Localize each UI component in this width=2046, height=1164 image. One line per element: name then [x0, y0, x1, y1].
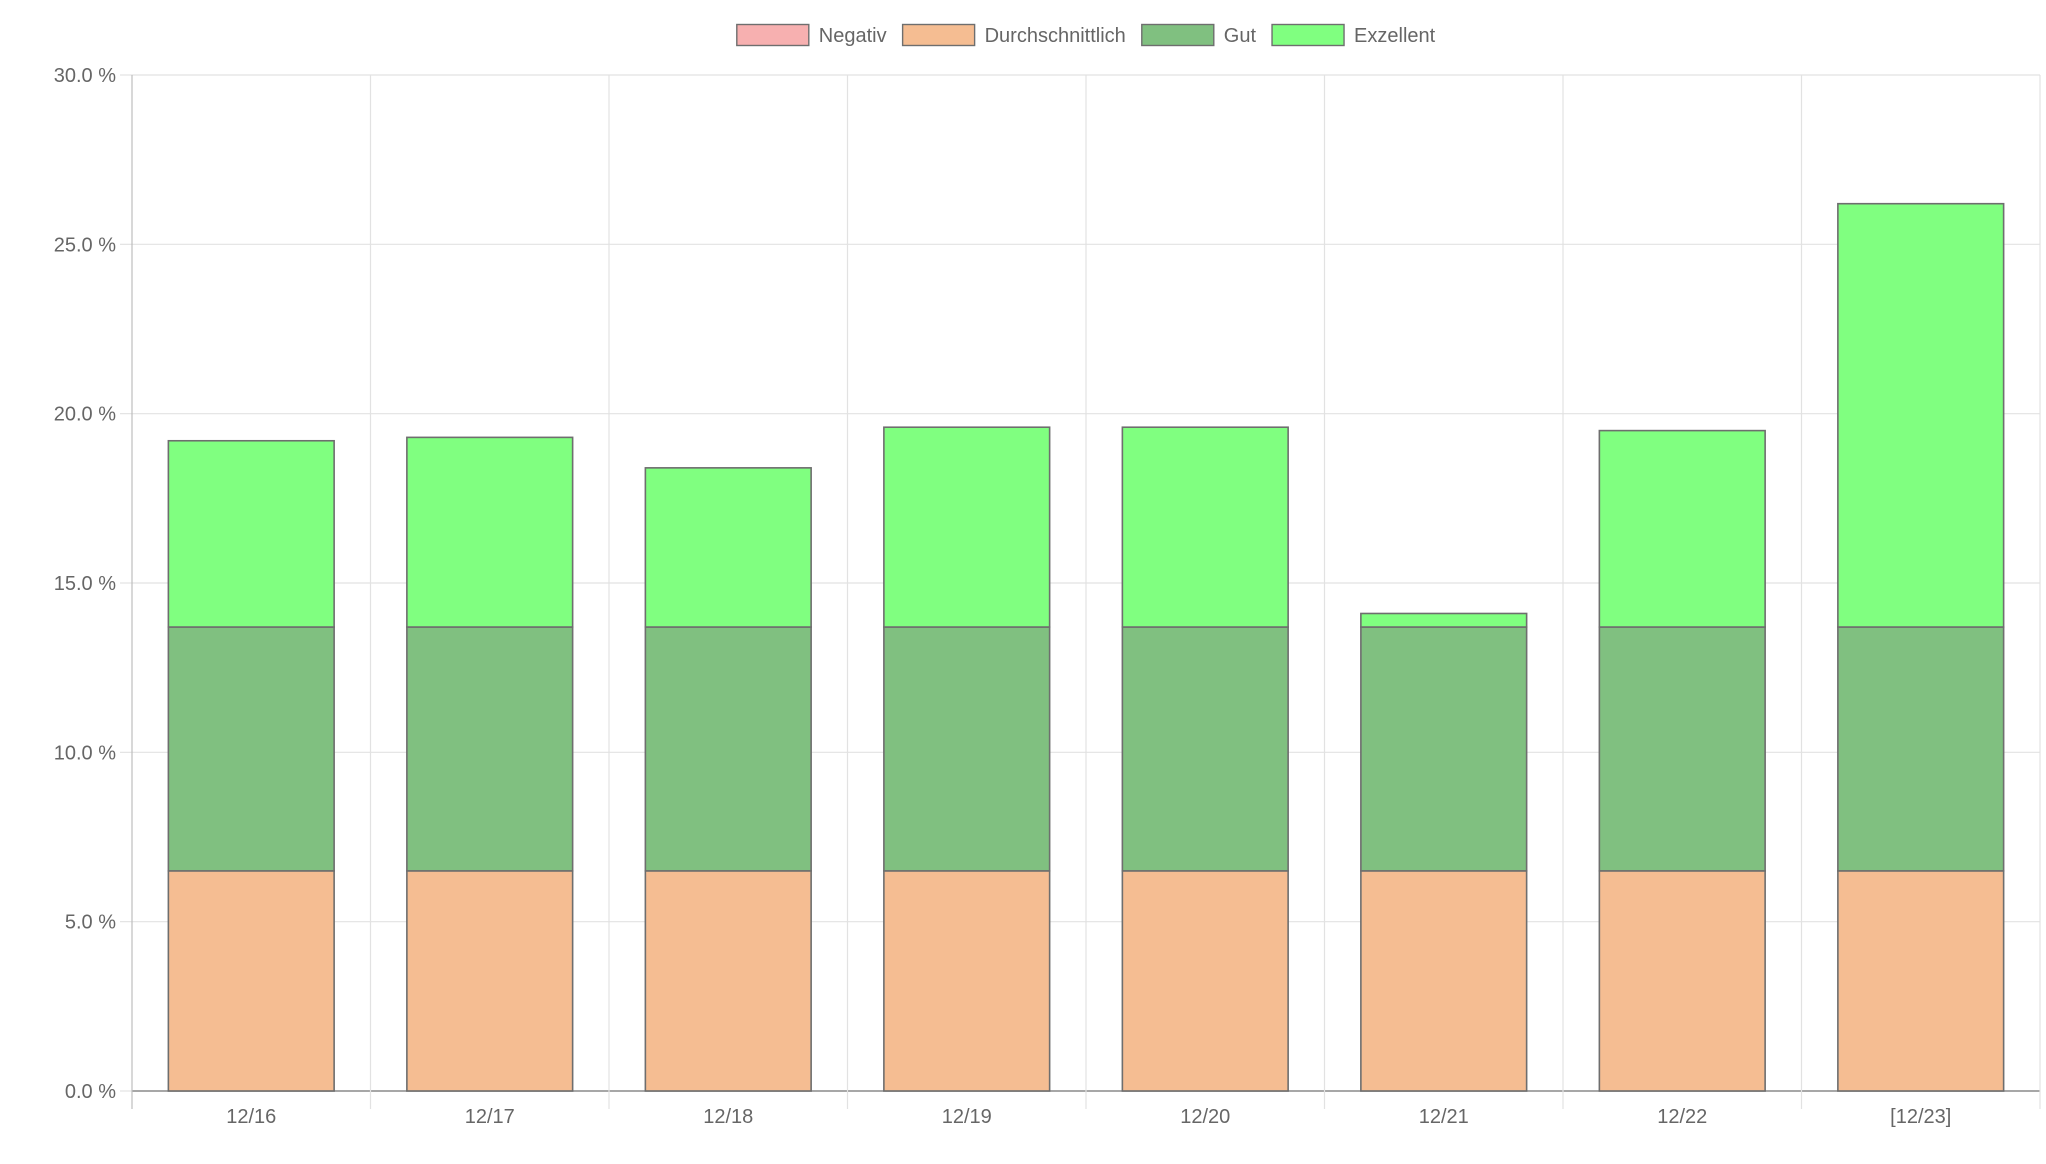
axes: 0.0 % 5.0 % 10.0 % 15.0 % 20.0 % 25.0 % 30.0 %…	[54, 65, 1952, 1128]
y-tick-label: 0.0 %	[65, 1081, 116, 1103]
bar-segment-exzellent[interactable]	[1360, 612, 1528, 628]
legend-swatch-durchschnittlich[interactable]	[901, 23, 976, 47]
bar-segment-exzellent[interactable]	[1598, 429, 1766, 628]
y-tick-label: 15.0 %	[54, 573, 116, 595]
x-tick-label: 12/16	[226, 1106, 276, 1128]
y-tick-label: 5.0 %	[65, 912, 116, 934]
bar-segment-gut[interactable]	[406, 626, 574, 872]
x-tick-label: 12/20	[1180, 1106, 1230, 1128]
bar-segment-exzellent[interactable]	[406, 436, 574, 628]
bar-segment-gut[interactable]	[1598, 626, 1766, 872]
legend-label: Negativ	[819, 25, 887, 47]
bar-segment-durchschnittlich[interactable]	[883, 870, 1051, 1092]
x-tick-label: 12/17	[465, 1106, 515, 1128]
x-tick-label: 12/19	[942, 1106, 992, 1128]
legend-label: Exzellent	[1354, 25, 1436, 47]
bar-segment-durchschnittlich[interactable]	[1360, 870, 1528, 1092]
bar-segment-durchschnittlich[interactable]	[1837, 870, 2005, 1092]
bar-segment-gut[interactable]	[883, 626, 1051, 872]
bar-segment-durchschnittlich[interactable]	[644, 870, 812, 1092]
bar-segment-gut[interactable]	[1837, 626, 2005, 872]
bar-segment-gut[interactable]	[1121, 626, 1289, 872]
legend-swatch-exzellent[interactable]	[1271, 23, 1345, 47]
y-tick-label: 30.0 %	[54, 65, 116, 87]
y-tick-label: 20.0 %	[54, 404, 116, 426]
y-tick-label: 10.0 %	[54, 742, 116, 764]
legend-label: Durchschnittlich	[985, 25, 1126, 47]
bar-segment-gut[interactable]	[167, 626, 335, 872]
legend-swatch-negativ[interactable]	[736, 23, 810, 47]
bar-segment-exzellent[interactable]	[1837, 202, 2005, 628]
x-tick-label: 12/18	[703, 1106, 753, 1128]
legend-swatch-gut[interactable]	[1141, 23, 1215, 47]
x-tick-label: 12/22	[1657, 1106, 1707, 1128]
bar-segment-durchschnittlich[interactable]	[406, 870, 574, 1092]
bar-segment-exzellent[interactable]	[644, 467, 812, 628]
y-tick-label: 25.0 %	[54, 234, 116, 256]
bar-segment-gut[interactable]	[644, 626, 812, 872]
bar-segment-durchschnittlich[interactable]	[1121, 870, 1289, 1092]
x-tick-label: 12/21	[1419, 1106, 1469, 1128]
bar-segment-durchschnittlich[interactable]	[1598, 870, 1766, 1092]
bar-segment-exzellent[interactable]	[883, 426, 1051, 628]
x-tick-label: [12/23]	[1890, 1106, 1951, 1128]
bars	[167, 202, 2005, 1092]
bar-segment-exzellent[interactable]	[1121, 426, 1289, 628]
legend-label: Gut	[1224, 25, 1257, 47]
bar-segment-durchschnittlich[interactable]	[167, 870, 335, 1092]
legend: Negativ Durchschnittlich Gut Exzellent	[736, 23, 1436, 47]
bar-segment-gut[interactable]	[1360, 626, 1528, 872]
bar-segment-exzellent[interactable]	[167, 439, 335, 628]
